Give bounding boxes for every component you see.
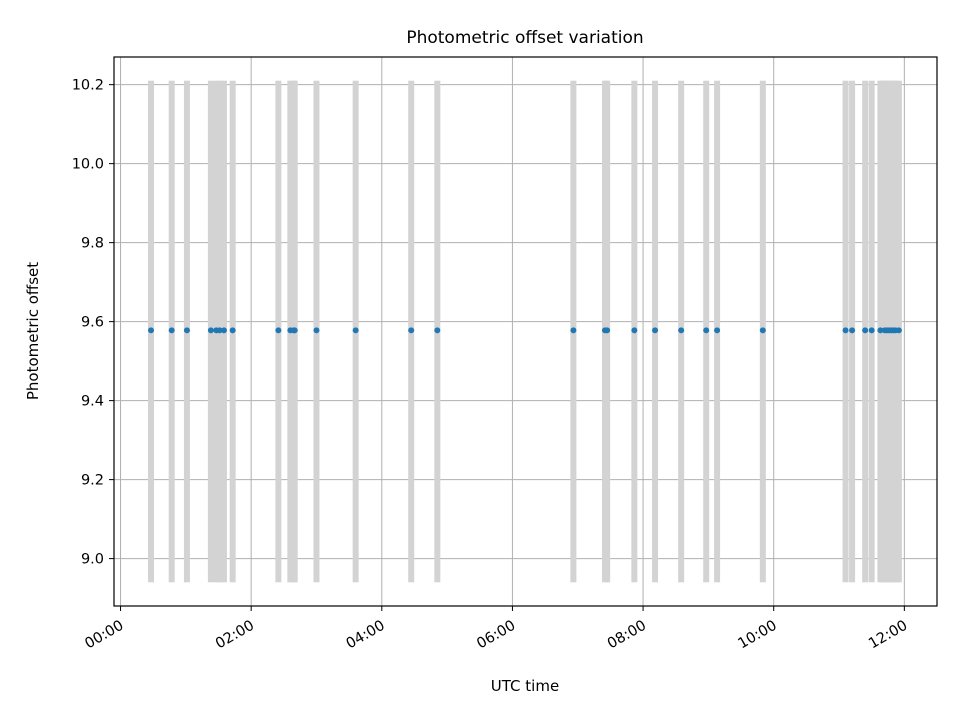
y-axis: 9.0 9.2 9.4 9.6 9.8 10.0 10.2 <box>72 78 114 568</box>
data-point <box>631 327 638 334</box>
data-point <box>275 327 282 334</box>
data-point <box>207 327 214 334</box>
y-tick-label: 10.0 <box>72 157 104 173</box>
data-point <box>849 327 856 334</box>
data-point <box>570 327 577 334</box>
data-point <box>895 327 902 334</box>
data-point <box>678 327 685 334</box>
y-axis-title: Photometric offset <box>24 262 42 400</box>
y-tick-label: 9.4 <box>81 394 104 410</box>
data-point <box>862 327 869 334</box>
y-tick-label: 9.2 <box>81 473 104 489</box>
data-point <box>868 327 875 334</box>
data-point <box>229 327 236 334</box>
data-point <box>652 327 659 334</box>
data-point <box>759 327 766 334</box>
y-tick-label: 10.2 <box>72 78 104 94</box>
y-tick-label: 9.6 <box>81 315 104 331</box>
data-point <box>434 327 441 334</box>
plot-frame <box>113 56 938 607</box>
data-point <box>877 327 884 334</box>
data-point <box>604 327 611 334</box>
x-axis-title: UTC time <box>491 677 559 695</box>
data-points <box>148 327 902 334</box>
grid <box>114 57 937 606</box>
data-point <box>313 327 320 334</box>
data-point <box>408 327 415 334</box>
data-point <box>183 327 190 334</box>
data-point <box>703 327 710 334</box>
data-point <box>220 327 227 334</box>
data-point <box>216 327 223 334</box>
y-tick-label: 9.0 <box>81 552 104 568</box>
data-point <box>842 327 849 334</box>
data-point <box>168 327 175 334</box>
data-point <box>714 327 721 334</box>
data-point <box>291 327 298 334</box>
data-point <box>148 327 155 334</box>
data-point <box>352 327 359 334</box>
y-tick-label: 9.8 <box>81 236 104 252</box>
chart-title: Photometric offset variation <box>406 28 643 48</box>
